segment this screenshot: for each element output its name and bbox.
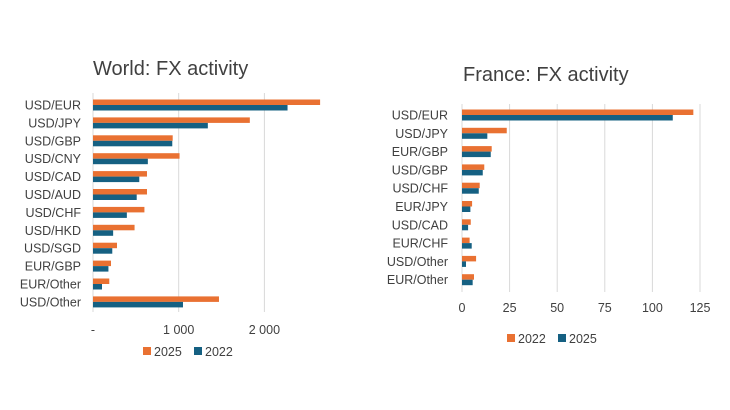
bar-2025-usd-gbp bbox=[93, 135, 173, 141]
category-label: USD/EUR bbox=[392, 109, 448, 123]
bar-2022-usd-eur bbox=[462, 109, 694, 115]
bar-2022-eur-chf bbox=[462, 237, 470, 244]
legend-swatch bbox=[143, 347, 151, 355]
x-tick-label: 0 bbox=[459, 301, 466, 315]
bar-2025-eur-gbp bbox=[462, 151, 491, 158]
bar-2025-usd-aud bbox=[93, 189, 147, 195]
bar-2022-eur-gbp bbox=[462, 146, 492, 152]
bar-2025-usd-cad bbox=[93, 171, 147, 177]
category-label: EUR/CHF bbox=[392, 237, 448, 251]
category-label: USD/AUD bbox=[25, 188, 81, 202]
bar-2022-usd-other bbox=[462, 255, 477, 262]
category-label: USD/JPY bbox=[28, 116, 81, 130]
bar-2022-usd-jpy bbox=[93, 122, 208, 129]
bar-2022-eur-other bbox=[93, 284, 102, 290]
bar-2025-usd-cad bbox=[462, 224, 469, 231]
bar-2025-usd-jpy bbox=[93, 117, 250, 123]
bar-2022-usd-cny bbox=[93, 158, 148, 165]
x-tick-label: - bbox=[91, 323, 95, 337]
bar-2022-usd-cad bbox=[462, 219, 471, 225]
legend-swatch bbox=[194, 347, 202, 355]
bar-2025-usd-hkd bbox=[93, 224, 135, 231]
bar-2022-usd-aud bbox=[93, 194, 137, 200]
bar-2022-usd-chf bbox=[462, 182, 480, 189]
bar-2022-usd-gbp bbox=[93, 140, 173, 147]
category-label: USD/Other bbox=[387, 255, 448, 269]
x-tick-label: 125 bbox=[690, 301, 711, 315]
bar-2025-eur-other bbox=[462, 279, 473, 286]
category-label: USD/GBP bbox=[25, 134, 81, 148]
bar-2025-usd-chf bbox=[93, 206, 145, 213]
legend-swatch bbox=[558, 334, 566, 342]
bar-2022-eur-gbp bbox=[93, 266, 109, 272]
bar-2025-usd-cny bbox=[93, 153, 180, 159]
category-label: USD/GBP bbox=[392, 163, 448, 177]
category-label: EUR/Other bbox=[387, 273, 448, 287]
bar-2025-usd-other bbox=[93, 296, 219, 302]
category-label: USD/CAD bbox=[25, 170, 81, 184]
category-label: USD/SGD bbox=[24, 242, 81, 256]
category-label: USD/Other bbox=[20, 295, 81, 309]
category-label: USD/EUR bbox=[25, 99, 81, 113]
category-label: USD/CHF bbox=[25, 206, 81, 220]
category-label: EUR/JPY bbox=[395, 200, 448, 214]
x-tick-label: 75 bbox=[598, 301, 612, 315]
world-chart: - 1 000 2 000 USD/EUR USD/JPY USD/GBP USD/CNY U… bbox=[20, 93, 321, 359]
france-chart-title: France: FX activity bbox=[463, 64, 629, 86]
legend-label: 2022 bbox=[205, 345, 233, 359]
legend-label: 2025 bbox=[569, 332, 597, 346]
world-chart-title: World: FX activity bbox=[93, 58, 248, 80]
bar-2022-usd-chf bbox=[93, 212, 127, 218]
france-chart: 0 25 50 75 100 125 USD/EUR USD/JPY EUR/GBP USD/GB… bbox=[387, 104, 711, 346]
bar-2025-usd-jpy bbox=[462, 133, 488, 139]
category-label: USD/CAD bbox=[392, 218, 448, 232]
x-tick-label: 50 bbox=[550, 301, 564, 315]
bar-2025-usd-gbp bbox=[462, 169, 483, 176]
category-label: EUR/Other bbox=[20, 278, 81, 292]
category-label: USD/HKD bbox=[25, 224, 81, 238]
category-label: USD/CHF bbox=[392, 182, 448, 196]
bar-2022-usd-other bbox=[93, 301, 183, 308]
bar-2022-usd-gbp bbox=[462, 164, 485, 170]
bar-2025-usd-eur bbox=[462, 115, 673, 121]
bar-2025-usd-other bbox=[462, 261, 466, 267]
category-label: USD/JPY bbox=[395, 127, 448, 141]
legend-label: 2025 bbox=[154, 345, 182, 359]
bar-2022-eur-other bbox=[462, 274, 474, 280]
bar-2025-usd-sgd bbox=[93, 242, 117, 249]
bar-2025-eur-chf bbox=[462, 243, 472, 249]
bar-2022-usd-hkd bbox=[93, 230, 114, 236]
bar-2022-usd-cad bbox=[93, 176, 140, 183]
bar-2022-eur-jpy bbox=[462, 201, 473, 207]
bar-2025-eur-gbp bbox=[93, 260, 111, 267]
bar-2022-usd-jpy bbox=[462, 127, 507, 134]
legend-swatch bbox=[507, 334, 515, 342]
x-tick-label: 25 bbox=[503, 301, 517, 315]
bar-2025-usd-eur bbox=[93, 99, 321, 105]
bar-2022-usd-sgd bbox=[93, 248, 113, 254]
category-label: USD/CNY bbox=[25, 152, 82, 166]
bar-2025-eur-other bbox=[93, 278, 110, 284]
bar-2022-usd-eur bbox=[93, 105, 288, 111]
category-label: EUR/GBP bbox=[25, 260, 81, 274]
x-tick-label: 2 000 bbox=[249, 323, 280, 337]
category-label: EUR/GBP bbox=[392, 145, 448, 159]
x-tick-label: 100 bbox=[642, 301, 663, 315]
x-tick-label: 1 000 bbox=[163, 323, 194, 337]
bar-2025-usd-chf bbox=[462, 188, 479, 194]
bar-2025-eur-jpy bbox=[462, 206, 471, 212]
legend-label: 2022 bbox=[518, 332, 546, 346]
